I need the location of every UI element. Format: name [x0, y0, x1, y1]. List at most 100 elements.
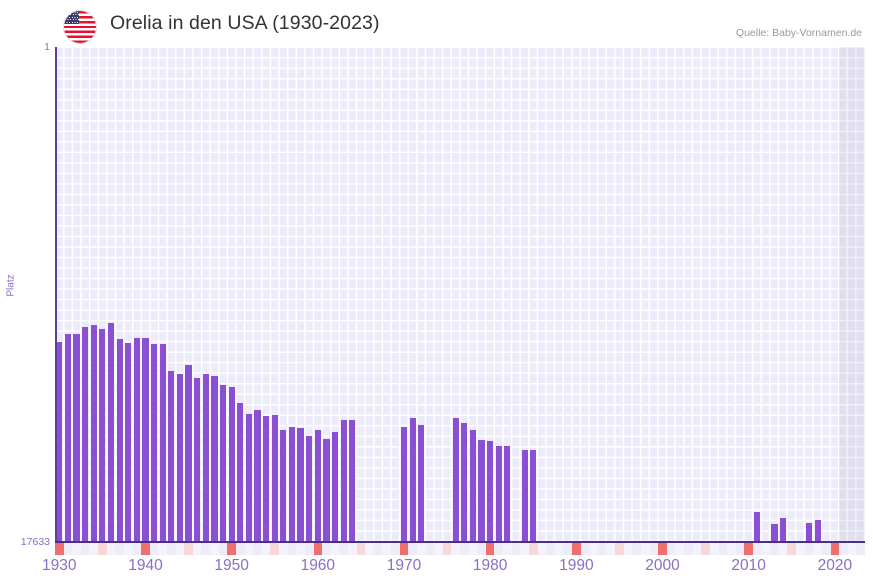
- y-axis-tick-top: 1: [44, 41, 50, 53]
- bar[interactable]: [202, 374, 209, 542]
- bar[interactable]: [228, 387, 235, 542]
- bar[interactable]: [159, 344, 166, 542]
- bar[interactable]: [219, 385, 227, 542]
- x-axis-tick: [615, 543, 624, 555]
- bar[interactable]: [297, 428, 304, 542]
- bar[interactable]: [99, 329, 106, 542]
- x-axis-tick: [382, 543, 392, 555]
- bar[interactable]: [400, 427, 408, 542]
- bar[interactable]: [90, 325, 97, 542]
- bar[interactable]: [185, 365, 192, 542]
- bar[interactable]: [754, 512, 761, 542]
- x-axis-label: 1990: [559, 557, 594, 574]
- x-axis-tick: [425, 543, 435, 555]
- bar[interactable]: [133, 338, 140, 542]
- bar[interactable]: [116, 339, 123, 542]
- y-axis-tick-bottom: 17633: [20, 536, 50, 548]
- bar[interactable]: [142, 338, 149, 542]
- x-axis-tick: [572, 543, 581, 555]
- y-axis-line: [55, 47, 57, 542]
- bar[interactable]: [107, 323, 115, 542]
- bar[interactable]: [280, 430, 287, 542]
- bar[interactable]: [461, 423, 468, 542]
- bar[interactable]: [469, 430, 477, 542]
- x-axis-tick: [589, 543, 598, 555]
- bar[interactable]: [452, 418, 459, 542]
- bar[interactable]: [56, 342, 63, 542]
- bar[interactable]: [211, 376, 218, 542]
- bar[interactable]: [288, 427, 296, 542]
- bar[interactable]: [306, 436, 313, 542]
- bar[interactable]: [409, 418, 416, 542]
- x-axis-tick: [442, 543, 452, 555]
- bar[interactable]: [331, 432, 339, 542]
- x-axis-tick: [270, 543, 280, 555]
- bar[interactable]: [64, 334, 72, 542]
- x-axis-tick: [666, 543, 676, 555]
- x-axis-tick: [821, 543, 831, 555]
- bar[interactable]: [194, 378, 201, 542]
- x-axis-label: 2010: [731, 557, 766, 574]
- bar-series: [55, 47, 865, 542]
- x-axis-tick: [778, 543, 788, 555]
- x-axis-tick: [727, 543, 736, 555]
- bar[interactable]: [780, 518, 787, 542]
- x-axis-tick: [640, 543, 650, 555]
- bar[interactable]: [814, 520, 821, 542]
- bar[interactable]: [323, 439, 330, 542]
- x-axis-tick: [537, 543, 547, 555]
- x-axis-tick: [580, 543, 590, 555]
- bar[interactable]: [504, 446, 511, 542]
- x-axis-tick-marks: [55, 543, 865, 555]
- bar[interactable]: [521, 450, 528, 542]
- x-axis-tick: [804, 543, 814, 555]
- x-axis-tick: [796, 543, 805, 555]
- bar[interactable]: [314, 430, 321, 542]
- bar[interactable]: [150, 344, 158, 542]
- bar[interactable]: [805, 523, 813, 542]
- x-axis-tick: [830, 543, 840, 555]
- x-axis-tick: [115, 543, 124, 555]
- x-axis-tick: [330, 543, 340, 555]
- x-axis-tick: [149, 543, 159, 555]
- x-axis-tick: [184, 543, 193, 555]
- x-axis-tick: [416, 543, 426, 555]
- bar[interactable]: [263, 416, 270, 542]
- bar[interactable]: [125, 343, 132, 542]
- bar[interactable]: [349, 420, 356, 542]
- x-axis-tick: [485, 543, 495, 555]
- bar[interactable]: [176, 374, 184, 542]
- bar[interactable]: [487, 441, 494, 542]
- bar[interactable]: [478, 440, 485, 542]
- x-axis-tick: [761, 543, 771, 555]
- x-axis-tick-labels: 1930 1940 1950 1960 1970 1980 1990 2000 2010 2020: [42, 557, 865, 581]
- bar[interactable]: [237, 403, 244, 542]
- x-axis-tick: [701, 543, 710, 555]
- bar[interactable]: [254, 410, 261, 542]
- x-axis-tick: [477, 543, 486, 555]
- x-axis-tick: [244, 543, 254, 555]
- x-axis-tick: [201, 543, 211, 555]
- bar[interactable]: [168, 371, 175, 542]
- x-axis-tick: [322, 543, 331, 555]
- x-axis-tick: [546, 543, 555, 555]
- x-axis-tick: [520, 543, 529, 555]
- bar[interactable]: [73, 334, 80, 542]
- bar[interactable]: [495, 446, 502, 542]
- x-axis-tick: [847, 543, 857, 555]
- x-axis-tick: [658, 543, 667, 555]
- x-axis-label: 2020: [817, 557, 853, 574]
- x-axis-tick: [649, 543, 659, 555]
- bar[interactable]: [340, 420, 347, 542]
- bar[interactable]: [418, 425, 425, 542]
- bar[interactable]: [271, 415, 278, 542]
- bar[interactable]: [82, 327, 89, 542]
- x-axis-tick: [210, 543, 219, 555]
- x-axis-tick: [468, 543, 478, 555]
- x-axis-tick: [80, 543, 90, 555]
- x-axis-tick: [606, 543, 616, 555]
- bar[interactable]: [771, 524, 778, 542]
- bar[interactable]: [245, 414, 252, 542]
- bar[interactable]: [530, 450, 537, 542]
- usa-flag-icon: [64, 11, 96, 43]
